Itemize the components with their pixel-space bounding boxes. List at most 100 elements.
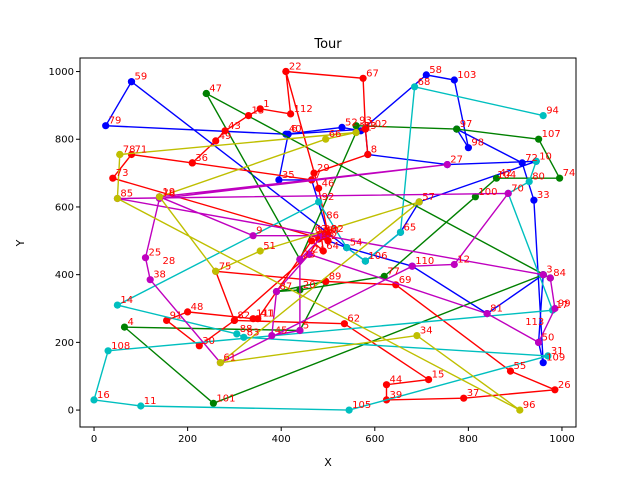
node-label-78: 78	[123, 145, 136, 156]
node-label-4: 4	[128, 317, 134, 328]
node-point-red	[359, 74, 367, 82]
node-label-98: 98	[471, 138, 484, 149]
node-label-75: 75	[219, 261, 232, 272]
node-label-105: 105	[352, 400, 371, 411]
node-label-53: 53	[364, 121, 377, 132]
node-point-red	[340, 320, 348, 328]
node-point-olive	[352, 128, 360, 137]
series-line-red	[111, 70, 556, 401]
node-label-90: 90	[324, 224, 337, 235]
node-point-blue	[539, 359, 547, 367]
node-point-magenta	[535, 338, 543, 346]
node-label-108: 108	[111, 341, 130, 352]
node-label-67: 67	[366, 68, 379, 79]
node-point-red	[382, 381, 391, 389]
node-point-cyan	[361, 257, 369, 265]
node-point-red	[109, 174, 117, 182]
node-label-23: 23	[303, 249, 316, 260]
node-point-blue	[338, 123, 346, 131]
node-label-96: 96	[523, 400, 536, 411]
node-point-cyan	[345, 406, 353, 414]
node-point-cyan	[532, 157, 540, 165]
node-point-cyan	[525, 178, 533, 186]
node-label-103: 103	[457, 70, 476, 81]
node-label-36: 36	[195, 153, 208, 164]
node-label-34: 34	[420, 326, 433, 337]
node-label-37: 37	[467, 388, 480, 399]
node-label-100: 100	[478, 187, 497, 198]
node-label-97: 97	[460, 119, 473, 130]
node-point-magenta	[408, 262, 416, 270]
node-label-46: 46	[322, 178, 335, 189]
x-tick-label: 0	[91, 434, 97, 445]
y-tick-label: 400	[55, 270, 74, 281]
node-point-blue	[530, 196, 538, 204]
node-label-81: 81	[490, 304, 503, 315]
node-label-39: 39	[390, 390, 403, 401]
node-point-cyan	[396, 228, 405, 236]
node-point-magenta	[546, 274, 554, 282]
node-label-69: 69	[399, 275, 412, 286]
node-label-51: 51	[263, 241, 276, 252]
node-label-25: 25	[149, 248, 162, 259]
node-label-42: 42	[500, 168, 513, 179]
node-label-83: 83	[247, 327, 260, 338]
node-point-olive	[216, 359, 224, 367]
node-label-40: 40	[289, 124, 302, 135]
y-axis-label: Y	[14, 239, 27, 247]
node-label-29: 29	[317, 163, 330, 174]
node-label-27: 27	[450, 155, 463, 166]
chart-title: Tour	[313, 37, 342, 52]
node-point-red	[364, 150, 372, 159]
node-label-6: 6	[291, 124, 297, 135]
node-label-26: 26	[558, 380, 571, 391]
node-label-9: 9	[256, 226, 262, 237]
node-label-74: 74	[563, 168, 576, 179]
node-label-101: 101	[216, 393, 235, 404]
node-point-blue	[275, 176, 283, 184]
node-point-green	[492, 174, 501, 182]
node-label-71: 71	[135, 145, 148, 156]
node-point-cyan	[104, 347, 112, 355]
node-label-95: 95	[322, 229, 335, 240]
node-label-70: 70	[511, 183, 524, 194]
node-label-20: 20	[303, 280, 316, 291]
node-label-17: 17	[556, 300, 569, 311]
node-point-red	[249, 315, 257, 323]
node-point-red	[256, 105, 264, 113]
node-label-64: 64	[326, 241, 339, 252]
node-label-102: 102	[368, 119, 387, 130]
node-label-113: 113	[525, 317, 544, 328]
node-point-magenta	[272, 288, 281, 296]
node-label-21: 21	[359, 123, 372, 134]
node-label-18: 18	[315, 231, 328, 242]
node-point-red	[287, 110, 295, 118]
node-point-blue	[102, 122, 110, 130]
node-label-109: 109	[546, 353, 565, 364]
axes-frame	[79, 57, 577, 428]
node-label-94: 94	[546, 106, 559, 117]
node-label-19: 19	[163, 187, 176, 198]
node-point-magenta	[504, 189, 512, 197]
node-label-2: 2	[331, 231, 337, 242]
x-tick-label: 800	[459, 434, 478, 445]
node-point-magenta	[319, 232, 327, 240]
node-label-58: 58	[429, 65, 442, 76]
node-label-5: 5	[303, 321, 309, 332]
node-label-63: 63	[315, 224, 328, 235]
node-point-olive	[256, 247, 264, 255]
series-line-olive	[116, 131, 521, 411]
node-label-106: 106	[368, 251, 387, 262]
node-point-red	[315, 184, 323, 192]
node-point-blue	[127, 78, 136, 86]
node-label-0: 0	[331, 224, 337, 235]
node-point-red	[230, 316, 238, 324]
node-point-red	[244, 112, 253, 120]
y-tick-label: 1000	[49, 67, 74, 78]
node-label-56: 56	[317, 226, 330, 237]
node-label-111: 111	[256, 309, 275, 320]
x-tick-label: 600	[365, 434, 384, 445]
node-label-91: 91	[170, 310, 183, 321]
node-point-magenta	[551, 304, 559, 313]
